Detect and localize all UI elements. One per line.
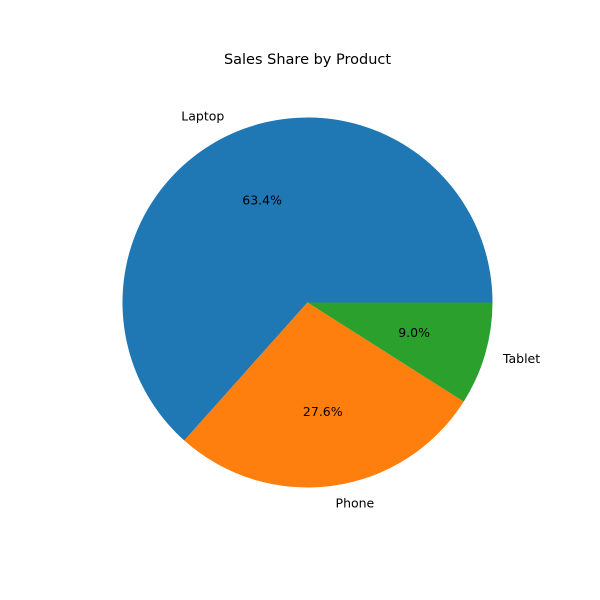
percent-label-tablet: 9.0% bbox=[398, 325, 430, 340]
pie-slices bbox=[122, 117, 493, 488]
pie-labels: Laptop 63.4% Phone 27.6% Tablet 9.0% bbox=[181, 108, 540, 510]
category-label-laptop: Laptop bbox=[181, 108, 224, 123]
percent-label-laptop: 63.4% bbox=[242, 193, 282, 208]
category-label-tablet: Tablet bbox=[502, 351, 540, 366]
percent-label-phone: 27.6% bbox=[303, 404, 343, 419]
chart-title: Sales Share by Product bbox=[224, 52, 391, 68]
category-label-phone: Phone bbox=[336, 496, 375, 511]
pie-slice-phone bbox=[184, 302, 464, 488]
pie-slice-tablet bbox=[307, 302, 493, 402]
pie-slice-laptop bbox=[122, 117, 493, 441]
